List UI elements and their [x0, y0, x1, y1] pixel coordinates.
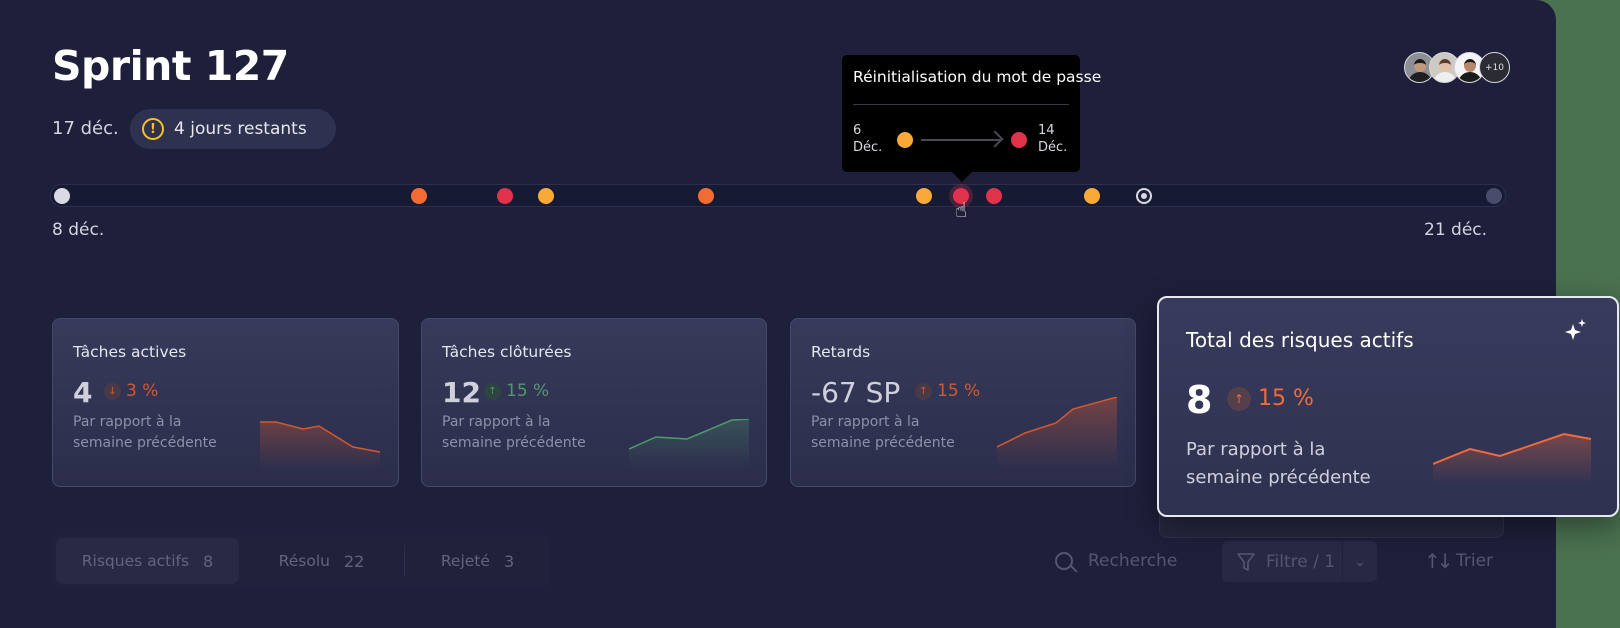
hand-cursor-icon: ☝ [955, 198, 968, 222]
risk-dot[interactable] [986, 188, 1002, 204]
risk-dot[interactable] [497, 188, 513, 204]
tab-rejected[interactable]: Rejeté 3 [440, 551, 515, 571]
tooltip-divider [853, 104, 1069, 105]
sparkles-icon [1565, 319, 1586, 340]
card-value: 12 [442, 376, 481, 409]
card-value: -67 SP [811, 376, 901, 409]
card-value: 8 [1186, 378, 1213, 422]
more-members-badge[interactable]: +10 [1479, 52, 1510, 83]
risk-dot[interactable] [538, 188, 554, 204]
arrow-up-icon: ↑ [1227, 386, 1251, 411]
card-subtitle: Par rapport à la semaine précédente [811, 414, 955, 451]
sort-button[interactable]: Trier [1456, 551, 1494, 571]
stat-card-active-tasks[interactable]: Tâches actives 4 ↓ 3 % Par rapport à la s… [52, 318, 399, 487]
today-marker [1136, 188, 1152, 204]
chevron-down-icon[interactable]: ⌄ [1354, 553, 1366, 570]
card-title: Retards [811, 343, 871, 361]
remaining-days-badge: ! 4 jours restants [130, 109, 336, 149]
risk-tooltip: Réinitialisation du mot de passe 6 Déc. … [842, 55, 1101, 182]
arrow-up-icon: ↑ [915, 382, 932, 400]
tooltip-title: Réinitialisation du mot de passe [853, 68, 1102, 86]
card-title: Tâches clôturées [442, 343, 572, 361]
card-value: 4 [73, 376, 93, 409]
stat-card-closed-tasks[interactable]: Tâches clôturées 12 ↑ 15 % Par rapport à… [421, 318, 767, 487]
card-subtitle: Par rapport à la semaine précédente [73, 414, 217, 451]
card-subtitle: Par rapport à la semaine précédente [1186, 439, 1371, 488]
page-title: Sprint 127 [52, 42, 289, 90]
filter-icon [1237, 552, 1255, 571]
timeline-track[interactable] [50, 184, 1506, 207]
to-status-dot [1011, 132, 1027, 148]
stat-card-total-active-risks[interactable]: Total des risques actifs 8 ↑ 15 % Par ra… [1157, 296, 1619, 517]
risk-dot[interactable] [698, 188, 714, 204]
timeline-end-label: 21 déc. [1424, 220, 1488, 240]
from-status-dot [897, 132, 913, 148]
card-subtitle: Par rapport à la semaine précédente [442, 414, 586, 451]
card-trend: ↑ 15 % [484, 381, 549, 401]
timeline-start-dot [54, 188, 70, 204]
card-trend: ↓ 3 % [104, 381, 158, 401]
search-input[interactable]: Recherche [1088, 551, 1178, 571]
card-title: Total des risques actifs [1186, 328, 1414, 352]
arrow-down-icon: ↓ [104, 382, 121, 400]
sort-icon[interactable]: ↑↓ [1424, 549, 1453, 573]
risk-dot[interactable] [1084, 188, 1100, 204]
timeline-start-label: 8 déc. [52, 220, 105, 240]
sparkline-chart [1433, 432, 1592, 484]
avatar[interactable] [1429, 52, 1460, 83]
sparkline-chart [260, 421, 381, 469]
tooltip-from-date: 6 Déc. [853, 123, 883, 155]
filter-label: Filtre / 1 [1266, 551, 1336, 572]
tab-resolved[interactable]: Résolu 22 [278, 551, 365, 571]
sparkline-chart [629, 419, 750, 469]
arrow-up-icon: ↑ [484, 382, 501, 400]
remaining-days-label: 4 jours restants [174, 119, 307, 139]
risk-dot-hovered[interactable] [953, 188, 969, 204]
card-trend: ↑ 15 % [1227, 386, 1314, 411]
card-trend: ↑ 15 % [915, 381, 980, 401]
tab-divider [404, 545, 405, 577]
tab-active-risks[interactable]: Risques actifs 8 [56, 538, 239, 584]
filter-button[interactable]: Filtre / 1 ⌄ [1222, 541, 1377, 582]
sparkline-chart [997, 397, 1118, 469]
current-date: 17 déc. [52, 118, 119, 139]
arrow-right-icon [921, 139, 1001, 141]
search-icon[interactable] [1055, 552, 1073, 570]
card-title: Tâches actives [73, 343, 187, 361]
risk-dot[interactable] [916, 188, 932, 204]
risk-status-tabs: Risques actifs 8 Résolu 22 Rejeté 3 [53, 535, 550, 587]
tooltip-to-date: 14 Déc. [1038, 123, 1068, 155]
timeline-end-dot [1486, 188, 1502, 204]
risk-dot[interactable] [411, 188, 427, 204]
team-avatars[interactable]: +10 [1404, 52, 1510, 83]
warning-icon: ! [142, 118, 164, 140]
stat-card-delays[interactable]: Retards -67 SP ↑ 15 % Par rapport à la se… [790, 318, 1136, 487]
